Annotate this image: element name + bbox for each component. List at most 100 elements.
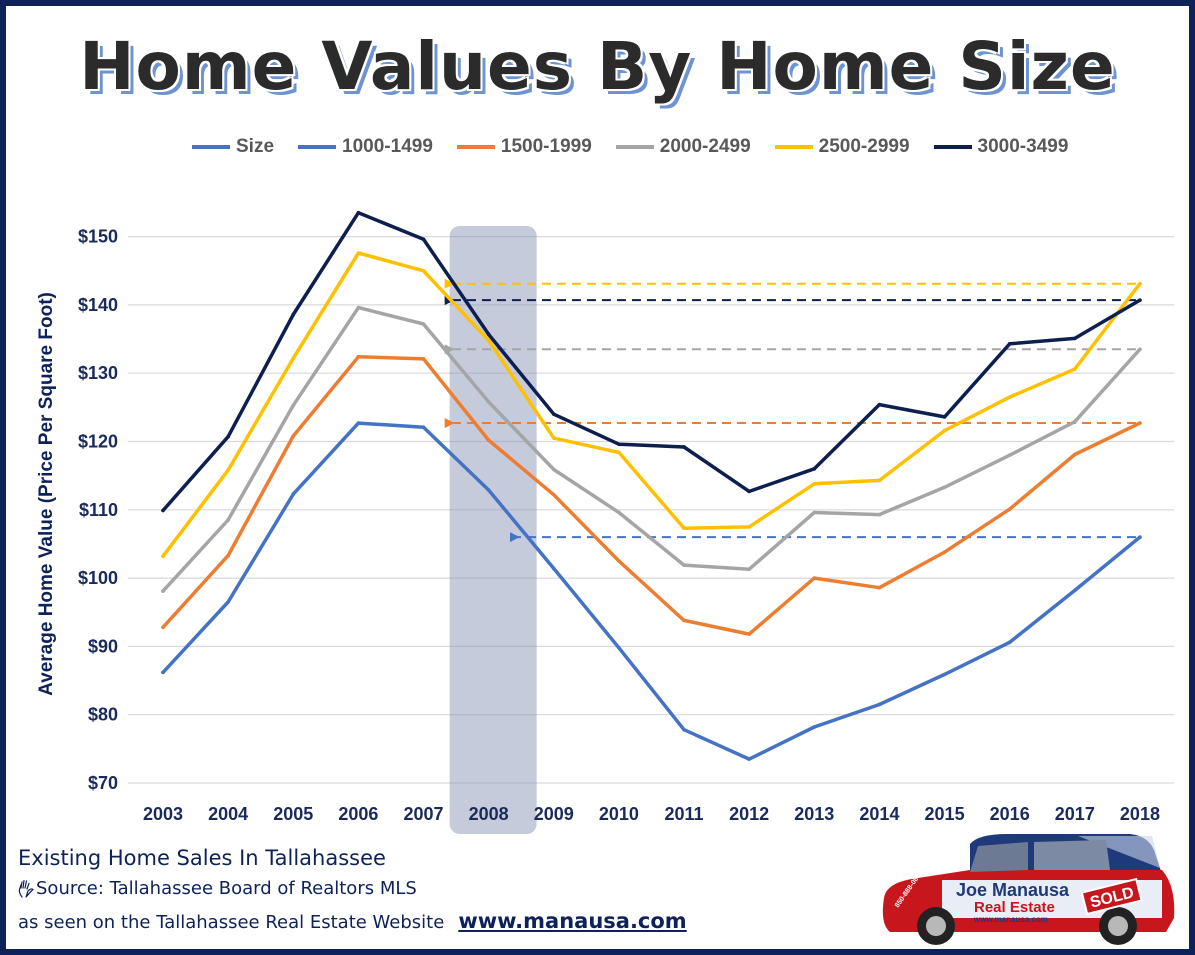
legend-swatch (298, 145, 337, 149)
data-point (617, 510, 621, 515)
reference-arrows (444, 278, 1136, 543)
data-point (812, 576, 817, 580)
data-point (486, 332, 491, 337)
series-line (161, 355, 1142, 636)
legend-swatch (456, 145, 495, 149)
x-tick-label: 2006 (338, 804, 378, 824)
y-tick-label: $120 (78, 432, 118, 452)
data-point (682, 526, 686, 531)
company-car-logo: Joe Manausa Real Estate www.manausa.com … (882, 834, 1175, 945)
hand-icon (18, 879, 34, 898)
data-point (356, 305, 361, 310)
legend-item: Size (192, 136, 274, 158)
y-tick-label: $70 (88, 773, 118, 793)
data-point (421, 322, 426, 326)
legend-item: 1000-1499 (298, 136, 433, 158)
footer-source: Source: Tallahassee Board of Realtors ML… (18, 878, 687, 899)
y-tick-label: $100 (78, 568, 118, 588)
y-tick-label: $80 (88, 705, 118, 725)
data-point (551, 492, 556, 497)
legend-swatch (192, 145, 230, 149)
x-tick-label: 2003 (143, 804, 183, 824)
data-point (942, 415, 947, 419)
x-tick-label: 2018 (1120, 804, 1160, 824)
data-point (226, 600, 230, 604)
data-point (226, 518, 230, 522)
legend-item: 2500-2999 (774, 136, 910, 158)
x-tick-label: 2011 (665, 804, 704, 824)
data-point (421, 425, 426, 429)
legend-item: 1500-1999 (456, 136, 592, 158)
y-tick-label: $90 (88, 636, 118, 656)
data-point (617, 559, 621, 563)
series-line (161, 210, 1142, 513)
data-point (161, 508, 165, 513)
y-axis-label: Average Home Value (Price Per Square Foo… (36, 292, 57, 696)
data-point (617, 442, 621, 447)
car-rear-hub (1108, 916, 1128, 936)
data-point (942, 550, 947, 554)
logo-brand-bottom: Real Estate (974, 899, 1055, 916)
data-point (551, 467, 556, 472)
data-point (617, 645, 621, 650)
data-point (682, 618, 686, 623)
x-tick-label: 2005 (273, 804, 313, 824)
car-front-hub (926, 916, 946, 936)
data-point (1007, 640, 1012, 645)
data-point (1138, 298, 1142, 302)
x-tick-label: 2012 (729, 804, 769, 824)
data-point (617, 450, 621, 455)
logo-brand-top: Joe Manausa (956, 880, 1070, 900)
data-point (877, 512, 882, 517)
sold-sign: SOLD (1080, 877, 1143, 916)
data-point (1007, 342, 1012, 346)
data-point (161, 670, 165, 675)
data-point (877, 585, 882, 590)
data-point (226, 553, 230, 558)
data-point (486, 338, 491, 343)
series-line (161, 421, 1142, 761)
logo-url: www.manausa.com (973, 915, 1048, 924)
data-point (682, 445, 686, 449)
footer: Existing Home Sales In Tallahassee Sourc… (18, 846, 687, 933)
y-tick-label: $110 (79, 500, 118, 520)
x-tick-label: 2007 (403, 804, 443, 824)
x-tick-label: 2008 (469, 804, 509, 824)
legend-label: 2000-2499 (659, 136, 751, 157)
y-tick-label: $140 (78, 295, 118, 315)
seen-on-text: as seen on the Tallahassee Real Estate W… (18, 912, 445, 933)
legend-label: Size (236, 136, 275, 157)
data-point (421, 237, 426, 242)
car-window-front (970, 842, 1028, 872)
legend-item: 3000-3499 (933, 136, 1068, 158)
data-point (486, 438, 491, 442)
x-tick-label: 2010 (599, 804, 639, 824)
footer-heading: Existing Home Sales In Tallahassee (18, 846, 386, 870)
data-point (812, 482, 817, 486)
data-point (1138, 421, 1142, 425)
data-point (812, 467, 817, 471)
x-tick-label: 2013 (794, 804, 834, 824)
legend-label: 1500-1999 (500, 136, 592, 157)
data-point (356, 421, 361, 425)
data-point (1007, 395, 1012, 399)
data-point (1138, 347, 1142, 352)
data-point (356, 210, 361, 215)
car-window-rear (1034, 840, 1110, 870)
x-tick-label: 2004 (208, 804, 248, 824)
data-point (812, 725, 817, 729)
data-point (161, 589, 165, 593)
data-point (812, 510, 817, 515)
data-point (421, 357, 426, 361)
grid-lines (128, 236, 1174, 784)
data-point (291, 312, 296, 317)
data-point (551, 412, 556, 416)
data-point (877, 402, 882, 407)
legend-swatch (774, 145, 813, 149)
data-point (356, 251, 361, 255)
data-point (486, 488, 491, 492)
data-point (942, 672, 947, 677)
website-link[interactable]: www.manausa.com (458, 909, 687, 933)
data-point (161, 554, 165, 559)
